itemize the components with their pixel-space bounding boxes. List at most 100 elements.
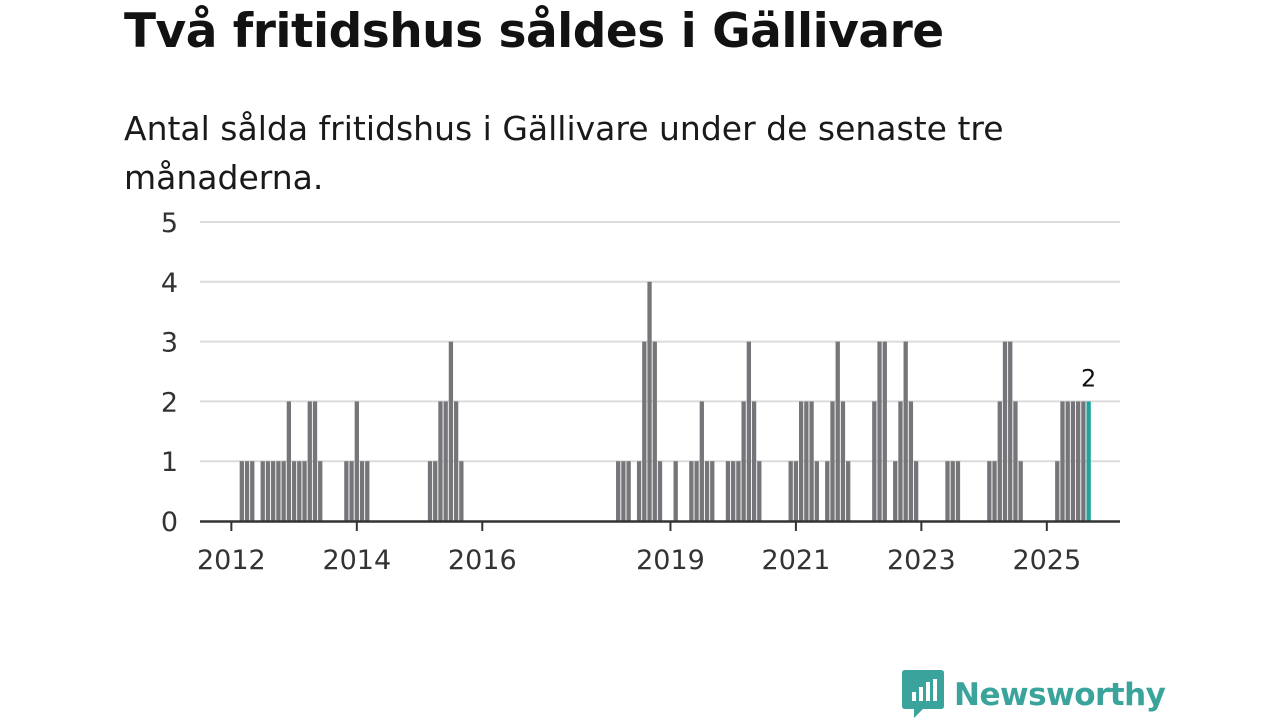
bar [448,341,454,521]
bar [307,401,312,521]
x-tick-label: 2023 [887,545,956,576]
bar [365,461,370,521]
bar [913,461,919,521]
bar [1065,401,1070,521]
bar [877,341,882,521]
bar [297,461,302,521]
newsworthy-logo: Newsworthy [902,670,1166,720]
bar [746,341,752,521]
bar [798,401,804,521]
bar [239,461,244,521]
bar [741,401,746,521]
bar [830,401,835,521]
bar [809,401,814,521]
bar [835,341,840,521]
highlighted-bar [1086,401,1091,521]
bar [354,401,359,521]
bar [459,461,464,521]
bar [689,461,694,521]
bar [846,461,851,521]
bar [626,461,631,521]
bar [312,401,318,521]
x-tick-label: 2019 [636,545,705,576]
bar [725,461,731,521]
bar [950,461,955,521]
bar [636,461,642,521]
bar [757,461,762,521]
x-tick-label: 2016 [448,545,517,576]
bar [271,461,276,521]
bar [704,461,710,521]
bar [453,401,459,521]
newsworthy-logo-icon [902,670,944,718]
bar [731,461,736,521]
bar [751,401,757,521]
bar [872,401,877,521]
bar [349,461,354,521]
bar [1076,401,1081,521]
bar [286,401,292,521]
x-tick-label: 2025 [1012,545,1081,576]
bar [908,401,914,521]
bar [1060,401,1065,521]
data-labels: 2 [1081,364,1096,392]
y-tick-label: 2 [161,387,178,418]
bar [652,341,657,521]
x-tick-label: 2012 [197,545,266,576]
bar [804,401,809,521]
bar [260,461,265,521]
bar [814,461,819,521]
bar [359,461,365,521]
y-tick-label: 1 [161,447,178,478]
bar [1002,341,1008,521]
bar [1070,401,1076,521]
chart-title: Två fritidshus såldes i Gällivare [124,4,944,59]
y-axis-ticks: 0 1 2 3 4 5 [161,208,178,538]
bar [433,461,438,521]
highlight-data-label: 2 [1081,364,1096,392]
bar [318,461,323,521]
brand-name: Newsworthy [954,677,1166,713]
bar [281,461,286,521]
bar [992,461,997,521]
bar [694,461,699,521]
bar [699,401,704,521]
chart-subtitle: Antal sålda fritidshus i Gällivare under… [124,109,1004,197]
bar [825,461,830,521]
y-tick-label: 5 [161,208,178,239]
bar [997,401,1002,521]
x-axis-ticks: 2012 2014 2016 2019 2021 2023 2025 [197,521,1081,576]
bar [250,461,255,521]
bar [903,341,908,521]
bar [1018,461,1023,521]
bar [276,461,281,521]
bar [291,461,297,521]
bar [840,401,846,521]
bar [736,461,741,521]
bar [616,461,621,521]
bar [673,461,678,521]
bar [793,461,799,521]
bar [955,461,961,521]
bar [987,461,992,521]
bar [244,461,250,521]
y-tick-label: 4 [161,268,178,299]
x-tick-label: 2014 [322,545,391,576]
bar [621,461,626,521]
y-tick-label: 0 [161,507,178,538]
bar [443,401,448,521]
bar [1055,461,1060,521]
bar [427,461,433,521]
bar [647,281,652,521]
bar [265,461,271,521]
gridlines [200,221,1120,463]
bar [945,461,950,521]
bar [657,461,663,521]
x-tick-label: 2021 [762,545,831,576]
bar [788,461,793,521]
bar [1013,401,1018,521]
y-tick-label: 3 [161,328,178,359]
bar [302,461,307,521]
bar [710,461,715,521]
